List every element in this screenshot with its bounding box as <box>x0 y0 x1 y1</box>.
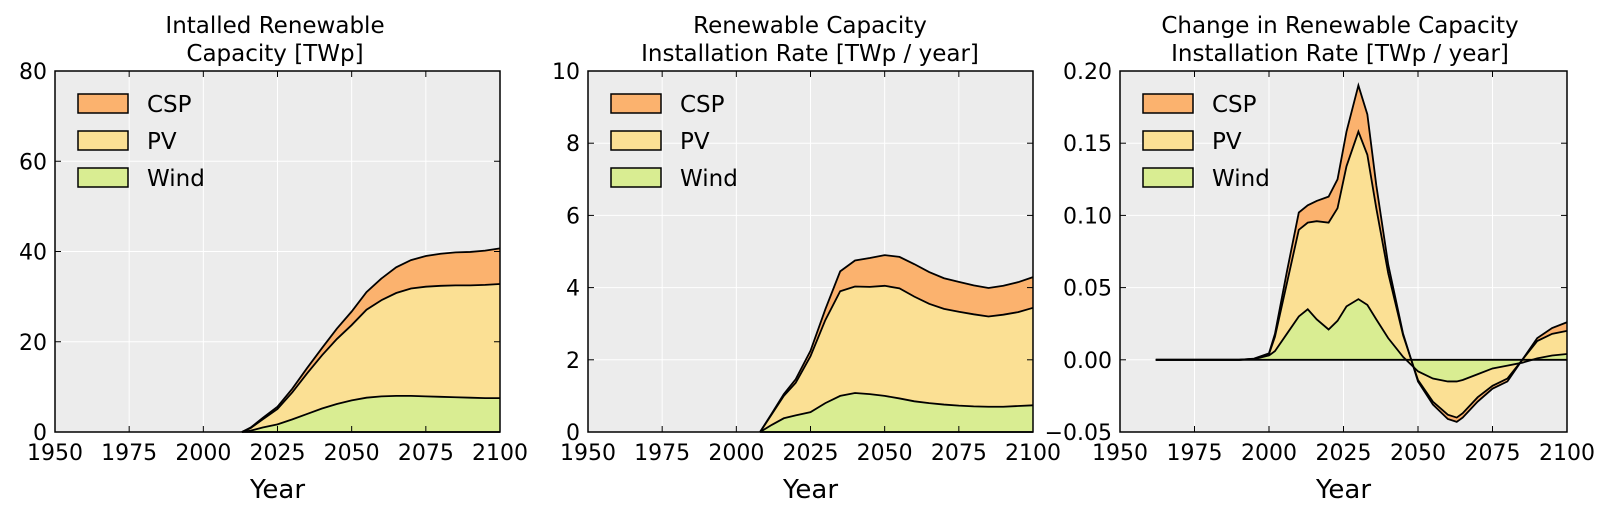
chart-title-line: Capacity [TWp] <box>186 41 363 67</box>
chart-title-line: Renewable Capacity <box>693 13 927 39</box>
chart-title-line: Installation Rate [TWp / year] <box>641 41 979 67</box>
legend: CSP PV Wind <box>1142 92 1270 192</box>
x-tick-label: 2050 <box>857 441 913 466</box>
area-pv <box>760 285 1033 432</box>
legend-swatch-csp <box>77 93 129 114</box>
chart-panel-2: 1950 1975 2000 2025 2050 2075 2100 0 2 4 6 8 10 Year R… <box>552 13 1061 505</box>
y-tick-label: 80 <box>19 60 47 85</box>
chart-title-line: Intalled Renewable <box>165 13 384 39</box>
legend-label-wind: Wind <box>680 166 738 192</box>
legend-label-pv: PV <box>147 129 177 155</box>
y-tick-label: 10 <box>552 60 580 85</box>
legend-swatch-wind <box>77 167 129 188</box>
line-csp <box>759 254 1034 433</box>
area-pv <box>1155 131 1567 418</box>
x-tick-label: 2100 <box>1005 441 1061 466</box>
y-tick-label: 40 <box>19 241 47 266</box>
line-csp <box>1155 82 1568 423</box>
legend-swatch-pv <box>610 130 662 151</box>
y-tick-label: 60 <box>19 150 47 175</box>
x-axis-label: Year <box>1315 475 1371 505</box>
legend-label-csp: CSP <box>1212 92 1257 118</box>
chart-title-line: Change in Renewable Capacity <box>1161 13 1518 39</box>
x-tick-label: 2100 <box>1539 441 1595 466</box>
x-tick-label: 2025 <box>1316 441 1372 466</box>
y-tick-label: 0.20 <box>1063 60 1112 85</box>
y-tick-label: 4 <box>566 277 580 302</box>
x-tick-label: 1975 <box>101 441 157 466</box>
line-wind <box>1155 298 1568 383</box>
chart-panel-3: 1950 1975 2000 2025 2050 2075 2100 −0.05 0.00 0.0… <box>1045 13 1595 505</box>
area-pv <box>241 283 500 432</box>
chart-panel-1: 1950 1975 2000 2025 2050 2075 2100 0 20 40 60 80 Yea… <box>19 13 528 505</box>
area-wind <box>241 395 500 432</box>
line-pv <box>241 283 501 433</box>
legend-swatch-pv <box>1142 130 1194 151</box>
y-tick-label: 2 <box>566 349 580 374</box>
x-tick-label: 2075 <box>398 441 454 466</box>
x-tick-label: 2025 <box>250 441 306 466</box>
area-wind <box>760 393 1033 432</box>
x-tick-label: 1950 <box>1092 441 1148 466</box>
legend-label-csp: CSP <box>680 92 725 118</box>
x-tick-label: 2100 <box>472 441 528 466</box>
x-tick-label: 1975 <box>1167 441 1223 466</box>
legend-swatch-csp <box>610 93 662 114</box>
area-csp <box>760 255 1033 432</box>
y-tick-label: 0 <box>566 421 580 446</box>
x-tick-label: 2000 <box>708 441 764 466</box>
x-tick-label: 2000 <box>175 441 231 466</box>
y-tick-label: 8 <box>566 132 580 157</box>
y-tick-label: −0.05 <box>1045 421 1112 446</box>
legend-swatch-wind <box>1142 167 1194 188</box>
y-tick-label: 20 <box>19 331 47 356</box>
y-tick-label: 0.05 <box>1063 277 1112 302</box>
legend-swatch-csp <box>1142 93 1194 114</box>
x-axis-label: Year <box>249 475 305 505</box>
x-tick-label: 2075 <box>1465 441 1521 466</box>
legend: CSP PV Wind <box>610 92 738 192</box>
legend-label-wind: Wind <box>1212 166 1270 192</box>
x-tick-label: 1950 <box>560 441 616 466</box>
line-wind <box>759 392 1034 433</box>
legend-label-wind: Wind <box>147 166 205 192</box>
line-pv <box>759 284 1034 433</box>
legend-label-csp: CSP <box>147 92 192 118</box>
legend: CSP PV Wind <box>77 92 205 192</box>
chart-title-line: Installation Rate [TWp / year] <box>1171 41 1509 67</box>
y-tick-label: 0 <box>33 421 47 446</box>
x-tick-label: 2075 <box>931 441 987 466</box>
x-tick-label: 2050 <box>324 441 380 466</box>
area-csp <box>241 248 500 432</box>
y-tick-label: 0.15 <box>1063 132 1112 157</box>
x-tick-label: 2000 <box>1241 441 1297 466</box>
line-wind <box>241 395 500 433</box>
legend-swatch-wind <box>610 167 662 188</box>
area-wind <box>1155 299 1567 382</box>
legend-label-pv: PV <box>680 129 710 155</box>
x-tick-label: 2050 <box>1390 441 1446 466</box>
x-tick-label: 2025 <box>783 441 839 466</box>
x-axis-label: Year <box>782 475 838 505</box>
y-tick-label: 6 <box>566 204 580 229</box>
legend-swatch-pv <box>77 130 129 151</box>
line-csp <box>241 247 501 433</box>
y-tick-label: 0.00 <box>1063 349 1112 374</box>
x-tick-label: 1975 <box>634 441 690 466</box>
line-pv <box>1155 129 1568 419</box>
x-tick-label: 1950 <box>27 441 83 466</box>
y-tick-label: 0.10 <box>1063 204 1112 229</box>
legend-label-pv: PV <box>1212 129 1242 155</box>
